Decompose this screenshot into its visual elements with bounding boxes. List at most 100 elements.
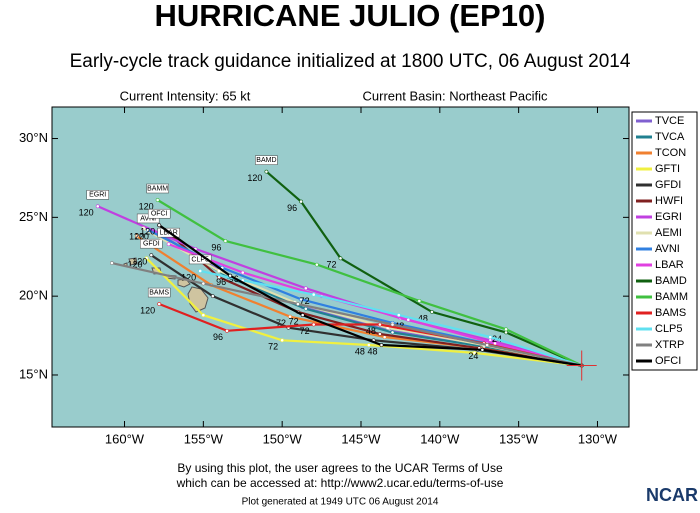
x-tick-label: 160°W — [105, 431, 145, 446]
model-tag-label: AVNI — [140, 215, 156, 222]
model-tag-box — [146, 183, 169, 194]
track-point — [201, 281, 206, 286]
track-point — [146, 228, 151, 232]
track-point — [311, 292, 316, 297]
hour-label: 72 — [289, 316, 299, 326]
track-point — [95, 204, 100, 209]
basin: Current Basin: Northeast Pacific — [363, 88, 548, 103]
track-point — [430, 310, 434, 314]
x-tick-label: 135°W — [499, 431, 539, 446]
track-point — [472, 351, 477, 355]
track-point — [485, 343, 490, 347]
model-tag-label: EGRI — [89, 192, 106, 199]
legend-label: OFCI — [655, 355, 681, 367]
model-tag-label: GFDI — [143, 241, 160, 248]
track-point — [314, 262, 319, 267]
track-point — [396, 313, 401, 317]
track-point — [378, 322, 382, 327]
legend-label: CLP5 — [655, 323, 683, 335]
legend-label: LBAR — [655, 259, 684, 271]
model-tag: BAMS — [147, 287, 171, 298]
track-point — [480, 347, 485, 352]
hour-label: 120 — [132, 257, 147, 267]
legend-label: BAMD — [655, 275, 687, 287]
model-tag: OFCI — [147, 208, 171, 219]
hour-label: 72 — [300, 296, 310, 306]
model-tag: BAMM — [146, 183, 169, 194]
track-point — [210, 294, 215, 299]
track-point — [382, 335, 387, 340]
hour-label: 120 — [247, 173, 262, 183]
hour-label: 96 — [211, 242, 221, 252]
model-tag-box — [255, 155, 278, 165]
legend-label: GFTI — [655, 163, 680, 175]
track-point — [144, 256, 149, 261]
legend-box — [631, 111, 698, 371]
track-point — [223, 239, 228, 243]
ocean — [52, 107, 629, 427]
model-tag: EGRI — [86, 190, 109, 200]
terms-line: which can be accessed at: http://www2.uc… — [176, 476, 504, 490]
hour-label: 120 — [181, 272, 196, 282]
y-tick-label: 15°N — [19, 366, 48, 381]
plot-frame — [51, 106, 630, 428]
legend-label: AVNI — [655, 243, 680, 255]
legend-label: BAMS — [655, 307, 686, 319]
hour-label: 48 — [367, 346, 377, 356]
legend-label: BAMM — [655, 291, 688, 303]
track-point — [157, 302, 162, 306]
hour-label: 120 — [129, 231, 144, 241]
track-point — [264, 169, 269, 174]
model-tag-label: BAMD — [256, 157, 276, 164]
track-point — [488, 335, 493, 340]
model-tag-label: CLP5 — [191, 256, 209, 263]
track-point — [288, 314, 292, 319]
hour-label: 96 — [213, 332, 223, 342]
legend-label: XTRP — [655, 339, 684, 351]
y-tick-label: 30°N — [19, 130, 48, 145]
legend-label: HWFI — [655, 195, 683, 207]
track-point — [390, 322, 395, 327]
track-point — [149, 253, 154, 258]
track-line — [265, 170, 583, 367]
track-point — [201, 313, 206, 317]
model-tag: GFDI — [140, 238, 163, 249]
track-point — [240, 270, 245, 275]
legend-label: GFDI — [655, 179, 681, 191]
x-tick-label: 140°W — [420, 431, 460, 446]
track-point — [390, 330, 395, 335]
track-point — [303, 286, 308, 291]
legend-label: EGRI — [655, 211, 682, 223]
track-point — [303, 306, 308, 311]
hour-label: 120 — [128, 260, 143, 270]
track-point — [417, 298, 422, 303]
legend-label: TCON — [655, 147, 686, 159]
track-line — [157, 199, 583, 367]
track-point — [296, 302, 300, 306]
hour-label: 48 — [366, 326, 376, 336]
track-point — [366, 343, 371, 347]
track-point — [338, 256, 343, 261]
title: HURRICANE JULIO (EP10) — [155, 0, 546, 33]
y-tick-label: 25°N — [19, 209, 48, 224]
track-point — [311, 322, 316, 327]
hour-label: 24 — [468, 351, 478, 361]
legend-label: AEMI — [655, 227, 682, 239]
track-line — [145, 257, 582, 367]
hour-label: 72 — [276, 318, 286, 328]
hour-label: 72 — [300, 326, 310, 336]
track-point — [504, 327, 508, 332]
hour-label: 120 — [140, 227, 155, 237]
model-tag-label: OFCI — [151, 211, 168, 218]
track-point — [378, 332, 382, 336]
track-point — [198, 269, 203, 273]
model-tag-box — [86, 190, 109, 200]
tracks: 120724872120120GFDI120EGRI120AVNI4896LBA… — [79, 155, 597, 381]
hour-label: 72 — [326, 260, 336, 270]
hour-label: 120 — [139, 201, 154, 211]
legend-label: TVCE — [655, 115, 684, 127]
track-point — [299, 199, 303, 204]
track-point — [299, 297, 303, 302]
track-line — [111, 262, 582, 367]
